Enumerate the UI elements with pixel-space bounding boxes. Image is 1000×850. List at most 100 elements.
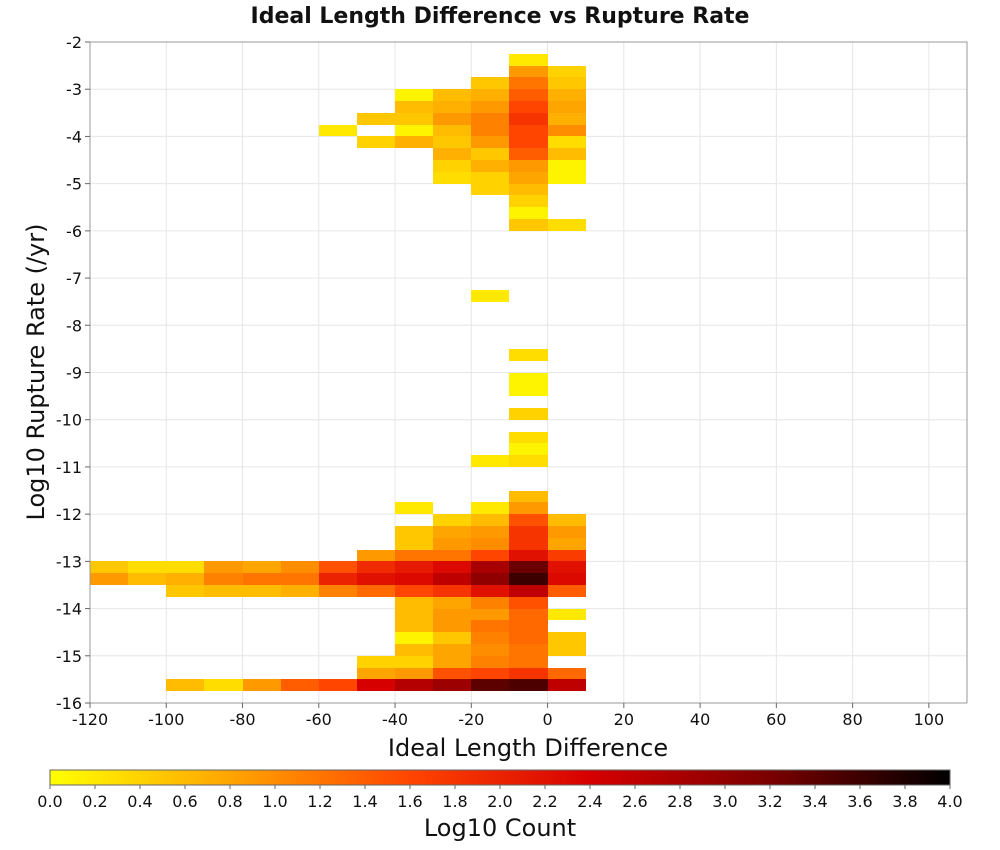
heatmap-cell (548, 679, 586, 691)
heatmap-cell (395, 538, 433, 550)
heatmap-cell (433, 89, 471, 101)
heatmap-cell (243, 561, 281, 573)
x-axis-label: Ideal Length Difference (388, 734, 668, 762)
heatmap-cell (204, 679, 243, 691)
heatmap-cell (548, 573, 586, 585)
x-tick-label: 60 (766, 710, 786, 729)
heatmap-cell (471, 89, 509, 101)
heatmap-cell (548, 609, 586, 620)
heatmap-cell (433, 644, 471, 656)
heatmap-cell (471, 538, 509, 550)
heatmap-cell (319, 561, 357, 573)
heatmap-cell (509, 668, 548, 679)
colorbar-tick-label: 4.0 (937, 792, 962, 811)
colorbar-tick-label: 2.8 (667, 792, 692, 811)
y-tick-label: -5 (66, 175, 82, 194)
heatmap-cell (509, 656, 548, 668)
heatmap-cell (433, 148, 471, 160)
heatmap-cell (548, 585, 586, 597)
heatmap-cell (471, 101, 509, 113)
heatmap-cell (509, 432, 548, 443)
heatmap-cell (395, 89, 433, 101)
heatmap-cell (548, 160, 586, 172)
y-tick-label: -11 (56, 458, 82, 477)
heatmap-cell (548, 136, 586, 148)
heatmap-cell (243, 573, 281, 585)
heatmap-cell (357, 136, 395, 148)
heatmap-cell (509, 101, 548, 113)
x-tick-label: -40 (382, 710, 408, 729)
heatmap-cell (548, 219, 586, 231)
heatmap-cell (509, 632, 548, 644)
colorbar-tick-label: 3.2 (757, 792, 782, 811)
colorbar-tick-label: 0.6 (172, 792, 197, 811)
heatmap-cell (471, 113, 509, 125)
heatmap-cell (548, 632, 586, 644)
heatmap-cell (395, 502, 433, 514)
heatmap-cell (548, 561, 586, 573)
heatmap-cell (433, 679, 471, 691)
heatmap-cell (548, 148, 586, 160)
heatmap-cell (509, 491, 548, 502)
colorbar-tick-label: 3.8 (892, 792, 917, 811)
heatmap-cell (433, 526, 471, 538)
heatmap-cell (433, 597, 471, 609)
heatmap-cell (509, 443, 548, 455)
heatmap-cell (395, 125, 433, 136)
heatmap-cell (128, 561, 166, 573)
heatmap-cell (357, 561, 395, 573)
heatmap-cell (281, 561, 319, 573)
heatmap-cell (357, 573, 395, 585)
heatmap-cell (471, 620, 509, 632)
heatmap-cell (433, 585, 471, 597)
colorbar-tick-label: 2.6 (622, 792, 647, 811)
heatmap-cell (471, 656, 509, 668)
x-tick-label: -60 (306, 710, 332, 729)
heatmap-cell (433, 609, 471, 620)
heatmap-cell (395, 620, 433, 632)
heatmap-cell (433, 632, 471, 644)
heatmap-cell (548, 172, 586, 184)
x-tick-label: -100 (148, 710, 184, 729)
colorbar-tick-label: 1.4 (352, 792, 377, 811)
heatmap-cell (395, 597, 433, 609)
heatmap-cell (357, 585, 395, 597)
heatmap-cell (509, 609, 548, 620)
y-tick-label: -6 (66, 222, 82, 241)
heatmap-cell (319, 585, 357, 597)
y-tick-label: -8 (66, 316, 82, 335)
heatmap-cell (281, 679, 319, 691)
heatmap-cell (433, 136, 471, 148)
colorbar-label: Log10 Count (424, 814, 576, 842)
colorbar-tick-label: 1.6 (397, 792, 422, 811)
colorbar (49, 769, 951, 786)
heatmap-cell (433, 668, 471, 679)
heatmap-cell (471, 125, 509, 136)
heatmap-cell (509, 514, 548, 526)
heatmap-cell (166, 585, 204, 597)
heatmap-cell (548, 644, 586, 656)
heatmap-cell (395, 526, 433, 538)
heatmap-cell (243, 585, 281, 597)
heatmap-cell (509, 550, 548, 561)
y-tick-label: -7 (66, 269, 82, 288)
heatmap-cell (548, 526, 586, 538)
heatmap-cell (471, 561, 509, 573)
heatmap-cell (509, 455, 548, 467)
heatmap-cell (509, 679, 548, 691)
heatmap-cell (433, 561, 471, 573)
heatmap-cell (509, 184, 548, 195)
colorbar-ticks: 0.0 0.2 0.4 0.6 0.8 1.0 1.2 1.4 1.6 1.8 2.0 2.2 2.4 2… (37, 785, 963, 811)
x-tick-label: -80 (229, 710, 255, 729)
heatmap-cell (433, 172, 471, 184)
heatmap-cell (509, 136, 548, 148)
y-tick-label: -14 (56, 600, 82, 619)
heatmap-cell (395, 113, 433, 125)
heatmap-cell (509, 644, 548, 656)
heatmap-cell (471, 290, 509, 302)
heatmap-cell (509, 585, 548, 597)
heatmap-cell (433, 538, 471, 550)
heatmap-cell (509, 148, 548, 160)
heatmap-cell (509, 384, 548, 396)
